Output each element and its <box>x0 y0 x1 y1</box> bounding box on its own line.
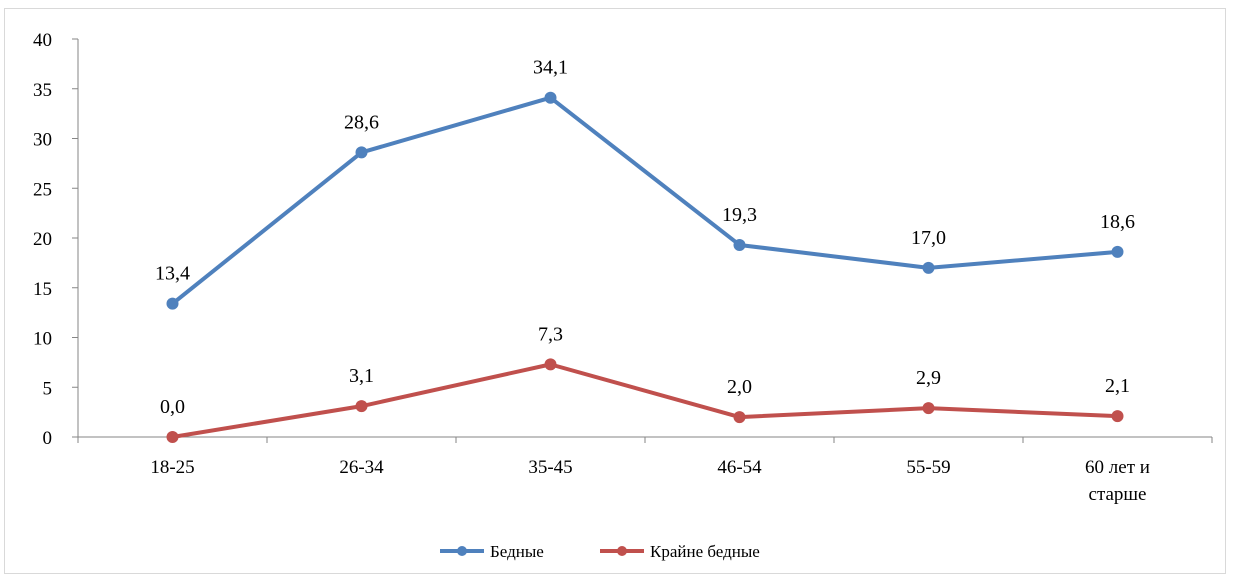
x-tick-label: 18-25 <box>150 457 194 478</box>
data-label: 2,0 <box>727 376 752 398</box>
data-label: 2,1 <box>1105 375 1130 397</box>
data-label: 7,3 <box>538 323 563 345</box>
series-layer: 13,4 28,6 34,1 19,3 17,0 18,6 0,0 3,1 7,3 2,0 2,9 2… <box>155 57 1135 443</box>
data-point <box>922 402 935 415</box>
data-label: 28,6 <box>344 111 379 133</box>
y-tick-label: 10 <box>33 329 52 350</box>
data-point <box>733 411 746 424</box>
data-point <box>166 431 179 443</box>
data-point <box>355 146 368 159</box>
data-label: 17,0 <box>911 227 946 249</box>
x-tick-label-line: 55-59 <box>906 457 950 478</box>
data-label: 13,4 <box>155 263 190 285</box>
x-tick-label: 35-45 <box>528 457 572 478</box>
series-1: 13,4 28,6 34,1 19,3 17,0 18,6 <box>155 57 1135 310</box>
legend-item-2: Крайне бедные <box>600 542 760 561</box>
data-point <box>1111 410 1124 423</box>
data-point <box>1111 245 1124 258</box>
legend: Бедные Крайне бедные <box>440 542 760 561</box>
data-label: 3,1 <box>349 365 374 387</box>
x-tick-label-line: 60 лет и <box>1085 457 1150 478</box>
data-point <box>733 238 746 251</box>
x-tick-label-line: 18-25 <box>150 457 194 478</box>
y-tick-label: 25 <box>33 179 52 200</box>
y-tick-label: 40 <box>33 30 52 51</box>
axes: 0 5 10 15 20 25 30 35 40 18-25 26-34 35-45 46-54 55-5… <box>33 30 1213 505</box>
x-tick-label: 26-34 <box>339 457 384 478</box>
legend-label: Крайне бедные <box>650 542 760 561</box>
data-label: 19,3 <box>722 204 757 226</box>
y-tick-label: 20 <box>33 229 52 250</box>
chart-frame <box>4 8 1226 574</box>
data-label: 2,9 <box>916 367 941 389</box>
data-point <box>355 400 368 413</box>
series-line <box>171 95 1118 306</box>
data-label: 18,6 <box>1100 211 1135 233</box>
y-tick-label: 0 <box>43 428 53 449</box>
x-tick-label: 60 лет и старше <box>1085 457 1150 505</box>
data-point <box>166 297 179 310</box>
legend-marker <box>457 546 467 556</box>
y-tick-label: 35 <box>33 80 52 101</box>
x-tick-label-line: 35-45 <box>528 457 572 478</box>
y-tick-label: 15 <box>33 279 52 300</box>
y-tick-label: 30 <box>33 130 52 151</box>
legend-marker <box>617 546 627 556</box>
data-label: 34,1 <box>533 57 568 79</box>
x-tick-label-line: 26-34 <box>339 457 384 478</box>
data-point <box>544 358 557 371</box>
x-tick-label-line: 46-54 <box>717 457 762 478</box>
x-tick-label: 55-59 <box>906 457 950 478</box>
legend-item-1: Бедные <box>440 542 544 561</box>
legend-label: Бедные <box>490 542 544 561</box>
y-tick-label: 5 <box>43 378 53 399</box>
series-2: 0,0 3,1 7,3 2,0 2,9 2,1 <box>160 323 1130 443</box>
data-label: 0,0 <box>160 396 185 418</box>
series-line <box>172 362 1118 439</box>
data-point <box>544 91 557 104</box>
x-tick-label-line: старше <box>1089 484 1147 505</box>
x-tick-label: 46-54 <box>717 457 762 478</box>
data-point <box>922 261 935 274</box>
